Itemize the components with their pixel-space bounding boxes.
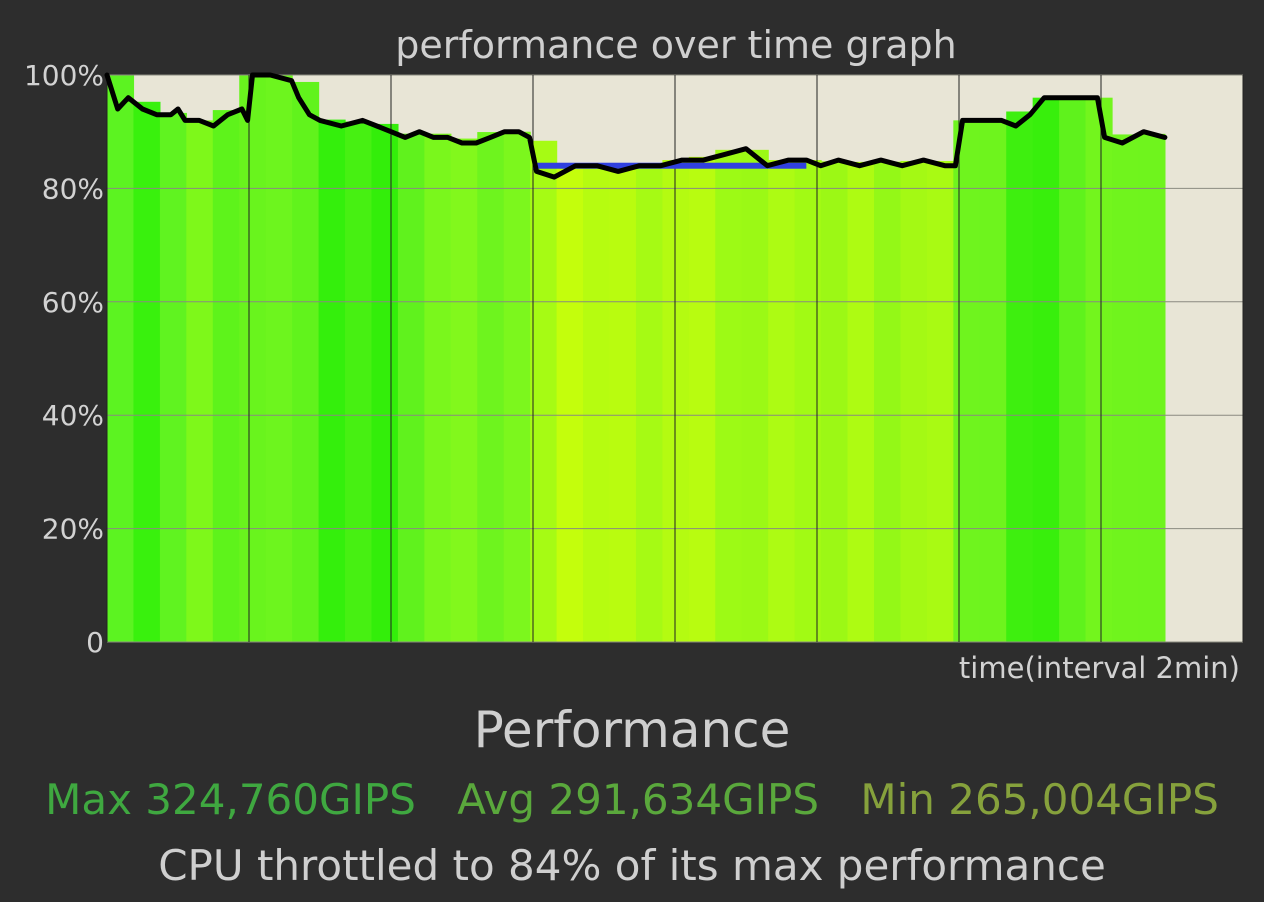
performance-bar [318, 119, 346, 643]
performance-bar [635, 165, 663, 643]
max-stat: Max 324,760GIPS [45, 775, 416, 824]
y-tick-label: 80% [42, 172, 104, 205]
performance-bar [530, 140, 558, 642]
performance-line-layer [104, 72, 1168, 180]
y-axis-ticks: 0 20% 40% 60% 80% 100% [24, 59, 104, 659]
performance-bar [873, 161, 902, 643]
throttle-message: CPU throttled to 84% of its max performa… [158, 841, 1106, 890]
performance-bar [662, 160, 690, 643]
performance-bar [371, 123, 399, 642]
performance-bar [953, 120, 981, 643]
y-tick-label: 0 [86, 626, 104, 659]
min-stat: Min 265,004GIPS [860, 775, 1219, 824]
performance-bar [900, 160, 928, 642]
performance-bar [556, 165, 584, 642]
y-tick-label: 20% [42, 513, 104, 546]
performance-bar [450, 138, 478, 642]
performance-line [104, 72, 1168, 180]
performance-bar [397, 133, 425, 642]
performance-bar [1138, 133, 1166, 642]
performance-bar [1006, 111, 1034, 642]
y-tick-label: 100% [24, 59, 104, 92]
performance-bar [847, 161, 875, 642]
performance-bar [265, 75, 293, 642]
performance-bar [292, 81, 320, 642]
performance-bar [926, 160, 954, 642]
performance-bar [609, 166, 637, 643]
performance-bar [424, 133, 452, 642]
x-axis-label: time(interval 2min) [959, 651, 1240, 685]
performance-bar [794, 160, 822, 643]
performance-bar [212, 110, 240, 642]
performance-bars [107, 75, 1166, 643]
performance-bar [503, 131, 531, 642]
grid-lines [106, 74, 1244, 643]
performance-bar [1085, 97, 1113, 643]
performance-bar [768, 160, 796, 643]
performance-bar [821, 161, 849, 642]
performance-bar [133, 101, 161, 643]
performance-bar [688, 156, 716, 642]
performance-bar [107, 75, 135, 642]
performance-bar [1112, 134, 1140, 642]
performance-bar [715, 149, 743, 642]
performance-bar [239, 75, 267, 642]
performance-bar [159, 112, 187, 643]
performance-bar [345, 121, 373, 642]
performance-bar [979, 120, 1007, 643]
performance-bar [186, 120, 214, 643]
chart-title: performance over time graph [395, 23, 956, 67]
summary-title: Performance [473, 701, 791, 759]
y-tick-label: 40% [42, 399, 104, 432]
stats-row: Max 324,760GIPS Avg 291,634GIPS Min 265,… [0, 772, 1264, 828]
performance-bar [583, 165, 611, 642]
performance-bar [477, 132, 505, 643]
avg-stat: Avg 291,634GIPS [457, 775, 820, 824]
performance-bar [1059, 97, 1087, 643]
performance-chart: performance over time graph 0 20% 40% 60% 80… [24, 23, 1244, 685]
y-tick-label: 60% [42, 286, 104, 319]
performance-bar [741, 149, 769, 642]
performance-bar [1032, 97, 1060, 643]
